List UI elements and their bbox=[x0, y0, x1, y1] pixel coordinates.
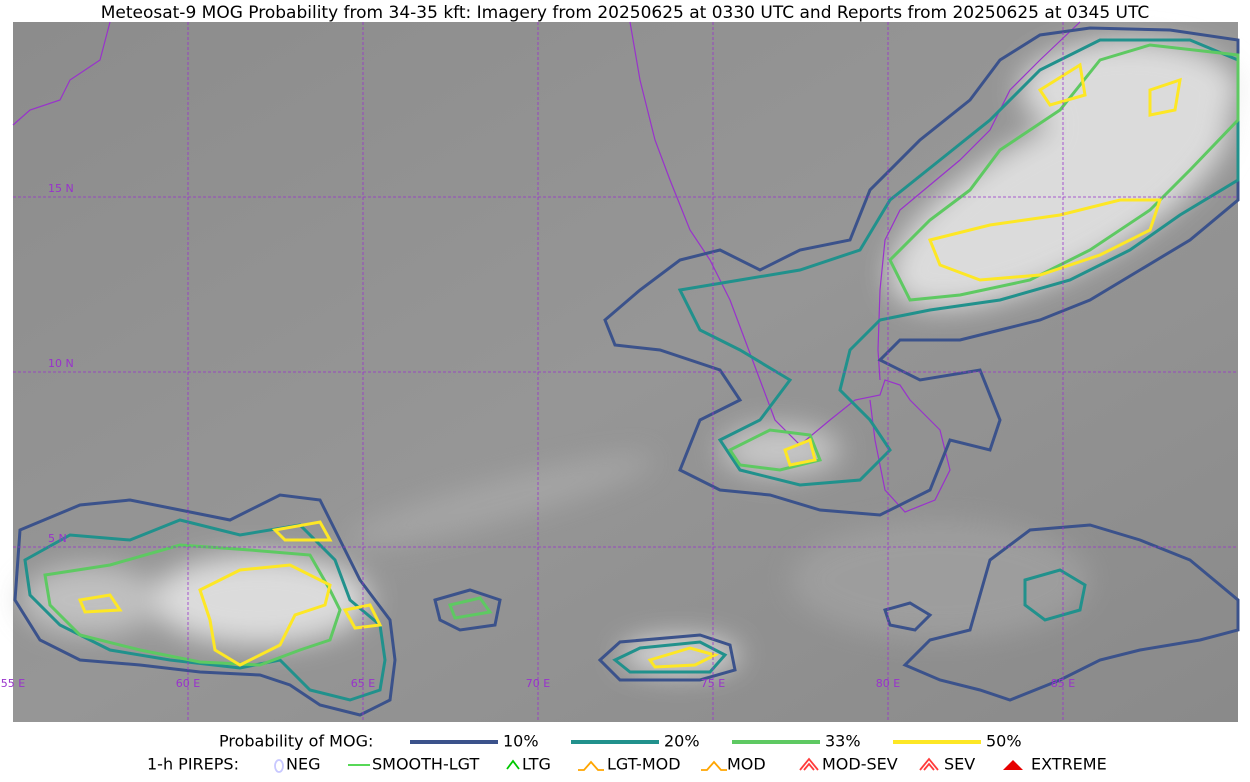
lon-label: 65 E bbox=[351, 677, 375, 690]
legend-label: 33% bbox=[825, 732, 861, 751]
pirep-label: LTG bbox=[522, 755, 551, 774]
lon-label: 60 E bbox=[176, 677, 200, 690]
pirep-icon bbox=[274, 759, 284, 773]
lat-label: 5 N bbox=[48, 532, 67, 545]
pirep-icon bbox=[701, 760, 727, 771]
lon-label: 70 E bbox=[526, 677, 550, 690]
legend-title: 1-h PIREPS: bbox=[147, 755, 239, 774]
pirep-icon bbox=[1003, 760, 1023, 770]
lon-label: 80 E bbox=[876, 677, 900, 690]
pirep-label: EXTREME bbox=[1031, 755, 1107, 774]
lon-label: 85 E bbox=[1051, 677, 1075, 690]
contours bbox=[13, 26, 1240, 717]
pirep-label: SEV bbox=[944, 755, 975, 774]
pirep-label: NEG bbox=[286, 755, 320, 774]
legend-title: Probability of MOG: bbox=[219, 732, 373, 751]
lat-label: 15 N bbox=[48, 182, 74, 195]
pirep-icon bbox=[506, 759, 520, 770]
pirep-icon bbox=[799, 757, 819, 771]
pirep-label: MOD-SEV bbox=[822, 755, 898, 774]
lat-label: 10 N bbox=[48, 357, 74, 370]
pirep-label: LGT-MOD bbox=[607, 755, 681, 774]
legend-label: 50% bbox=[986, 732, 1022, 751]
lon-label: 55 E bbox=[1, 677, 25, 690]
legend-label: 20% bbox=[664, 732, 700, 751]
map: 15 N 10 N 5 N 55 E 60 E 65 E 70 E 75 E 80 E 85 E bbox=[1, 21, 1240, 722]
pirep-icon bbox=[919, 757, 939, 771]
legend: Probability of MOG: 10% 20% 33% 50% 1-h PIREP… bbox=[147, 732, 1107, 774]
pirep-label: MOD bbox=[727, 755, 766, 774]
lon-label: 75 E bbox=[701, 677, 725, 690]
pirep-label: SMOOTH-LGT bbox=[372, 755, 479, 774]
pirep-icon bbox=[578, 760, 604, 771]
title: Meteosat-9 MOG Probability from 34-35 kf… bbox=[101, 3, 1150, 23]
coastline bbox=[12, 21, 1081, 513]
graticule: 15 N 10 N 5 N 55 E 60 E 65 E 70 E 75 E 80 E 85 E bbox=[1, 22, 1238, 722]
legend-label: 10% bbox=[503, 732, 539, 751]
